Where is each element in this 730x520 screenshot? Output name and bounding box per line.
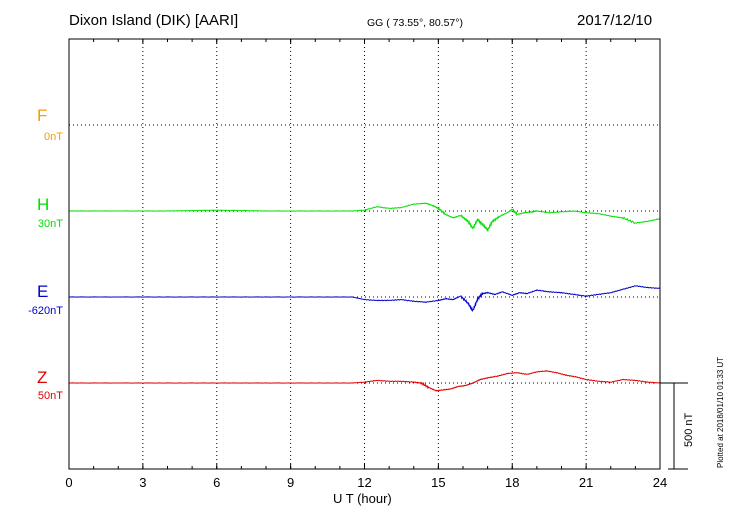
scale-bar <box>660 382 688 470</box>
series-line-E <box>68 285 661 313</box>
station-title: Dixon Island (DIK) [AARI] <box>69 12 239 29</box>
x-tick-label: 24 <box>652 475 668 490</box>
geographic-coordinates: GG ( 73.55°, 80.57°) <box>367 17 463 29</box>
series-line-H <box>68 202 661 233</box>
x-tick-label: 21 <box>578 475 594 490</box>
component-baseline-Z: 50nT <box>37 390 63 402</box>
component-baseline-H: 30nT <box>37 218 63 230</box>
x-tick-label: 15 <box>431 475 446 490</box>
x-axis-ticks <box>68 39 661 469</box>
plotted-timestamp: Plotted at 2018/01/10 01:33 UT <box>716 356 725 468</box>
component-letter-F: F <box>37 106 48 125</box>
component-letter-H: H <box>37 195 50 214</box>
x-tick-label: 3 <box>139 475 147 490</box>
series-line-Z <box>68 369 661 392</box>
x-tick-label: 0 <box>65 475 73 490</box>
component-baseline-E: -620nT <box>28 305 63 317</box>
component-baseline-F: 0nT <box>44 131 63 143</box>
x-tick-label: 12 <box>357 475 372 490</box>
component-letter-E: E <box>37 282 49 301</box>
x-axis-label: U T (hour) <box>333 491 392 506</box>
x-tick-label: 18 <box>505 475 520 490</box>
grid-lines <box>142 39 587 469</box>
component-baselines <box>69 124 660 384</box>
component-letter-Z: Z <box>37 368 48 387</box>
x-tick-label: 6 <box>213 475 221 490</box>
plot-date: 2017/12/10 <box>577 12 653 29</box>
scale-bar-label: 500 nT <box>683 412 695 447</box>
x-tick-label: 9 <box>287 475 295 490</box>
data-series <box>68 202 661 392</box>
